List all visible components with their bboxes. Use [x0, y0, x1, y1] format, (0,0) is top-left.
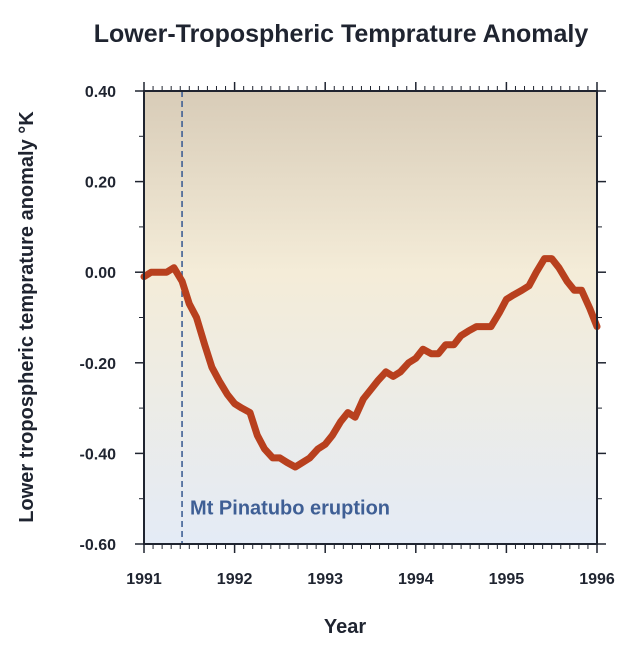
- x-tick-label: 1992: [217, 571, 253, 588]
- chart-title: Lower-Tropospheric Temprature Anomaly: [94, 20, 589, 48]
- y-tick-label: 0.20: [85, 175, 116, 192]
- y-tick-label: -0.60: [80, 537, 117, 554]
- x-tick-label: 1995: [489, 571, 525, 588]
- plot-area: [144, 91, 597, 544]
- y-tick-label: -0.40: [80, 446, 117, 463]
- y-tick-label: 0.00: [85, 265, 116, 282]
- x-tick-label: 1991: [126, 571, 162, 588]
- x-tick-label: 1994: [398, 571, 434, 588]
- eruption-annotation: Mt Pinatubo eruption: [190, 498, 390, 520]
- axis-ticks: [135, 82, 606, 553]
- plot-frame: [143, 90, 598, 545]
- y-axis-label: Lower tropospheric temprature anomaly °K: [16, 111, 38, 523]
- x-tick-label: 1993: [307, 571, 343, 588]
- tick-labels: 1991 1992 1993 1994 1995 1996 0.40 0.20 0.00 -0.2…: [80, 84, 615, 588]
- y-tick-label: 0.40: [85, 84, 116, 101]
- series-line: [140, 255, 601, 471]
- y-tick-label: -0.20: [80, 356, 117, 373]
- x-axis-label: Year: [324, 616, 366, 638]
- x-tick-label: 1996: [579, 571, 615, 588]
